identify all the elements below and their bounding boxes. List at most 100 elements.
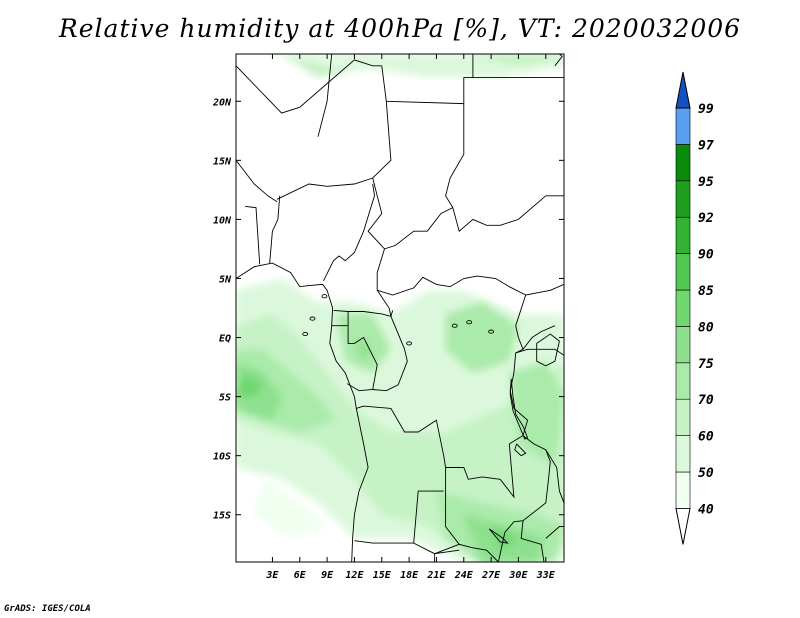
lat-tick-label: 10S <box>213 452 231 463</box>
border-line <box>376 248 392 317</box>
humidity-contour <box>491 526 519 551</box>
colorbar-segment <box>675 144 691 182</box>
grads-credit: GrADS: IGES/COLA <box>4 604 91 614</box>
colorbar-segment <box>675 107 691 145</box>
map-frame <box>235 53 565 563</box>
colorbar: 40 50 60 70 75 80 85 90 92 95 97 99 <box>675 71 714 545</box>
colorbar-segment <box>675 471 691 509</box>
lon-tick-label: 21E <box>426 570 446 581</box>
border-line <box>515 348 564 356</box>
border-line <box>536 333 560 367</box>
humidity-contour <box>254 479 328 539</box>
border-line <box>245 205 261 265</box>
colorbar-label: 60 <box>698 430 714 445</box>
lon-tick-label: 24E <box>454 570 474 581</box>
border-line <box>236 262 369 562</box>
island-outline <box>309 316 316 321</box>
map-title: Relative humidity at 400hPa [%], VT: 202… <box>58 14 742 43</box>
colorbar-label: 95 <box>698 175 714 190</box>
border-line <box>522 325 556 350</box>
border-line <box>488 528 509 544</box>
border-line <box>269 195 281 264</box>
colorbar-label: 85 <box>698 284 714 299</box>
lon-tick-label: 6E <box>294 570 307 581</box>
lon-tick-label: 9E <box>321 570 334 581</box>
border-line <box>323 183 375 282</box>
border-line <box>236 160 278 203</box>
border-line <box>276 65 392 200</box>
border-line <box>514 443 527 457</box>
lon-tick-label: 33E <box>536 570 556 581</box>
humidity-contour <box>236 313 564 562</box>
border-line <box>545 449 564 504</box>
border-line <box>545 526 564 539</box>
lon-tick-label: 3E <box>265 570 279 581</box>
map-axes: 3E 6E 9E 12E 15E 18E 21E 24E 27E 30E 33E 20N 15N 10N 5… <box>212 54 564 581</box>
border-line <box>333 309 394 317</box>
colorbar-label: 97 <box>698 138 714 153</box>
border-line <box>445 103 564 233</box>
humidity-contour <box>281 54 373 78</box>
lat-tick-label: 10N <box>213 215 232 226</box>
colorbar-label: 80 <box>698 320 714 335</box>
island-outline <box>451 323 458 328</box>
border-line <box>372 316 408 392</box>
colorbar-label: 99 <box>698 102 714 117</box>
border-line <box>377 275 526 296</box>
colorbar-segment <box>675 326 691 364</box>
country-borders <box>236 54 564 562</box>
lat-tick-label: 5N <box>219 274 232 285</box>
lon-tick-label: 27E <box>481 570 501 581</box>
border-line <box>356 405 515 499</box>
colorbar-segment <box>675 216 691 254</box>
colorbar-label: 70 <box>698 393 714 408</box>
colorbar-segment <box>675 362 691 400</box>
border-line <box>386 54 474 105</box>
border-line <box>317 54 333 137</box>
colorbar-label: 75 <box>698 357 714 372</box>
border-line <box>413 490 460 555</box>
lon-tick-label: 18E <box>400 570 419 581</box>
border-line <box>346 325 378 392</box>
colorbar-segment <box>675 398 691 436</box>
island-outline <box>321 294 328 299</box>
lat-tick-label: 5S <box>219 393 231 404</box>
lat-tick-label: 15S <box>213 511 231 522</box>
border-line <box>367 177 454 250</box>
colorbar-label: 90 <box>698 248 714 263</box>
border-line <box>520 520 545 562</box>
border-line <box>509 378 529 440</box>
lat-tick-label: 20N <box>212 97 232 108</box>
colorbar-under-triangle <box>675 507 691 545</box>
border-line <box>497 435 551 562</box>
humidity-contour <box>354 337 373 362</box>
humidity-contour <box>463 54 564 66</box>
colorbar-label: 50 <box>698 466 714 481</box>
island-outline <box>466 320 473 325</box>
island-outline <box>488 329 495 334</box>
border-line <box>236 59 382 114</box>
humidity-contour <box>445 302 519 373</box>
border-line <box>434 549 460 562</box>
island-outline <box>302 331 309 337</box>
humidity-field <box>236 54 564 562</box>
border-line <box>354 540 414 544</box>
island-outline <box>406 341 413 346</box>
border-line <box>554 54 563 67</box>
humidity-contour <box>509 361 564 468</box>
humidity-contour <box>263 54 564 78</box>
colorbar-segment <box>675 253 691 291</box>
colorbar-label: 92 <box>698 211 714 226</box>
colorbar-segment <box>675 180 691 218</box>
lon-tick-label: 15E <box>373 570 392 581</box>
colorbar-over-triangle <box>675 71 691 109</box>
lat-tick-label: EQ <box>219 334 231 345</box>
humidity-contour <box>236 373 264 397</box>
lon-tick-label: 12E <box>345 570 364 581</box>
colorbar-segment <box>675 435 691 473</box>
lon-tick-label: 30E <box>508 570 528 581</box>
lat-tick-label: 15N <box>213 156 232 167</box>
colorbar-segment <box>675 289 691 327</box>
colorbar-label: 40 <box>698 502 714 517</box>
